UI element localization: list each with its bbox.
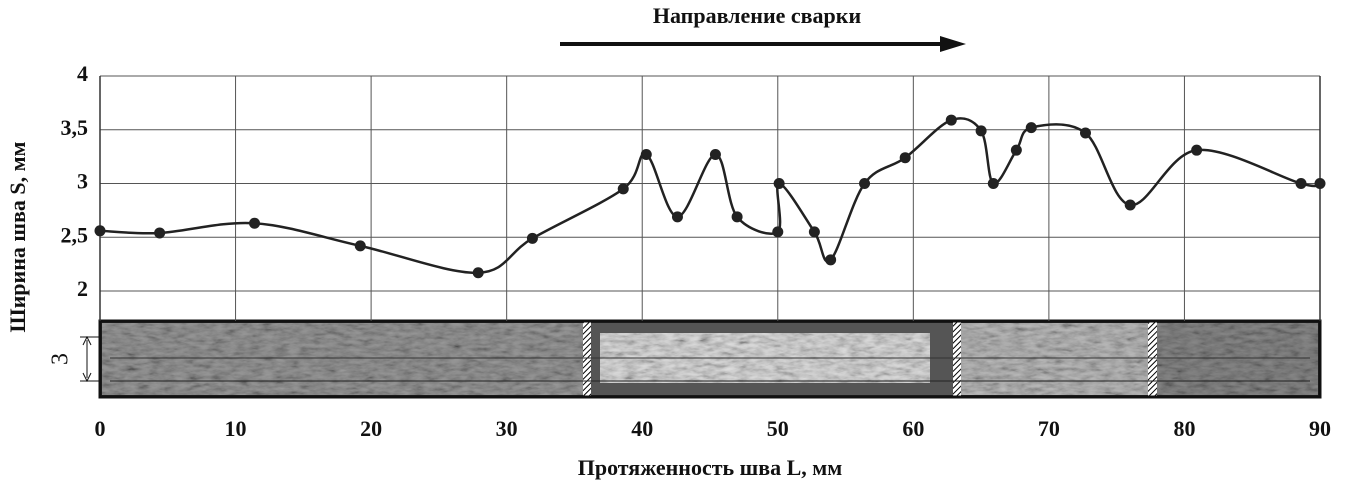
data-point <box>732 211 743 222</box>
x-tick-label: 0 <box>95 416 106 441</box>
data-point <box>672 211 683 222</box>
x-tick-label: 80 <box>1173 416 1195 441</box>
chart: 3 Направление сварки Протяженность шва L… <box>0 0 1348 488</box>
x-tick-label: 30 <box>496 416 518 441</box>
direction-arrow <box>560 36 966 52</box>
data-point <box>1080 127 1091 138</box>
data-point <box>618 183 629 194</box>
weld-strip <box>80 321 1320 397</box>
data-point <box>154 227 165 238</box>
data-point <box>473 267 484 278</box>
strip-dimension: 3 <box>48 353 74 365</box>
data-point <box>1026 122 1037 133</box>
data-point <box>1125 200 1136 211</box>
direction-label: Направление сварки <box>653 3 862 28</box>
data-point <box>946 115 957 126</box>
data-point <box>825 254 836 265</box>
curve <box>100 118 1320 272</box>
data-point <box>1315 178 1326 189</box>
data-point <box>1296 178 1307 189</box>
x-tick-label: 40 <box>631 416 653 441</box>
data-point <box>527 233 538 244</box>
data-point <box>1191 145 1202 156</box>
x-axis-label: Протяженность шва L, мм <box>578 455 843 480</box>
data-point <box>976 125 987 136</box>
x-tick-label: 50 <box>767 416 789 441</box>
data-point <box>809 226 820 237</box>
data-point <box>988 178 999 189</box>
data-point <box>641 149 652 160</box>
x-tick-label: 10 <box>225 416 247 441</box>
y-tick-label: 2,5 <box>61 222 89 247</box>
data-point <box>355 240 366 251</box>
data-point <box>95 225 106 236</box>
x-tick-label: 60 <box>902 416 924 441</box>
y-tick-label: 4 <box>77 61 88 86</box>
data-point <box>249 218 260 229</box>
data-point <box>900 152 911 163</box>
y-tick-label: 2 <box>77 276 88 301</box>
data-point <box>1011 145 1022 156</box>
data-point <box>772 226 783 237</box>
y-axis-label: Ширина шва S, мм <box>5 141 30 332</box>
data-point <box>774 178 785 189</box>
x-tick-label: 70 <box>1038 416 1060 441</box>
x-tick-label: 20 <box>360 416 382 441</box>
data-point <box>710 149 721 160</box>
y-tick-label: 3 <box>77 169 88 194</box>
data-point <box>859 178 870 189</box>
x-tick-label: 90 <box>1309 416 1331 441</box>
y-tick-label: 3,5 <box>61 115 89 140</box>
